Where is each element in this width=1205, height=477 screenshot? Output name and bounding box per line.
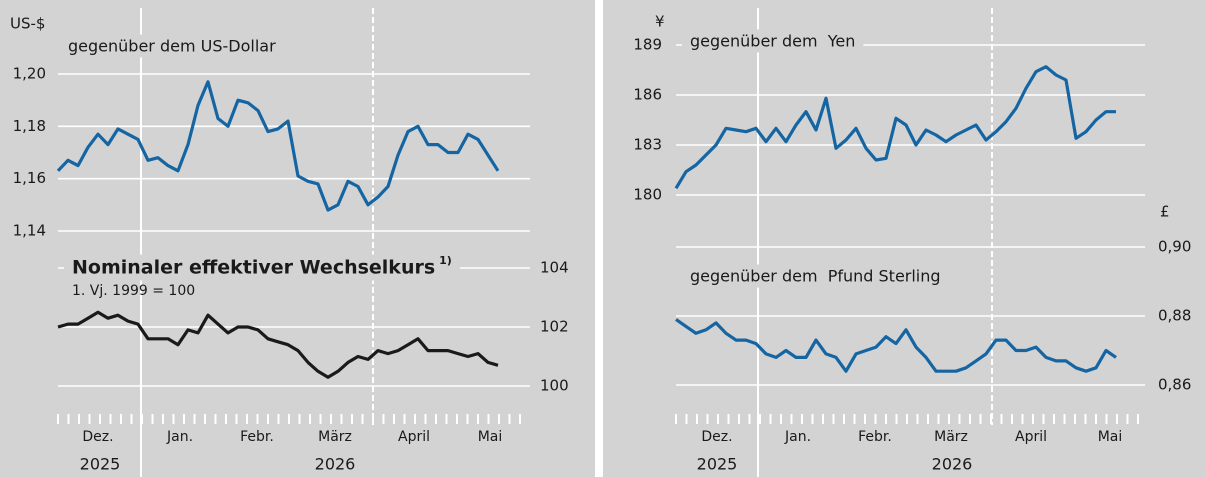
series-line bbox=[674, 65, 1116, 190]
series-label-note: 1) bbox=[439, 254, 452, 267]
y-tick-label: 189 bbox=[633, 36, 662, 54]
series-line bbox=[675, 318, 1117, 373]
x-tick-label: Dez. bbox=[701, 429, 732, 445]
y-tick-label: 0,86 bbox=[1158, 376, 1191, 394]
x-year-label: 2026 bbox=[932, 455, 973, 474]
x-tick-label: Dez. bbox=[82, 429, 113, 445]
x-tick-label: März bbox=[318, 429, 352, 445]
series-label: Nominaler effektiver Wechselkurs bbox=[72, 257, 435, 279]
y-tick-label: 180 bbox=[633, 186, 662, 204]
label-background bbox=[60, 34, 285, 58]
y2-axis-unit: £ bbox=[1160, 203, 1170, 221]
y-tick-label: 1,18 bbox=[13, 117, 46, 135]
label-background bbox=[682, 29, 864, 53]
series-subtitle: 1. Vj. 1999 = 100 bbox=[72, 283, 195, 299]
y-tick-label: 0,90 bbox=[1158, 238, 1191, 256]
x-year-label: 2026 bbox=[315, 455, 356, 474]
y-tick-label: 102 bbox=[540, 318, 569, 336]
series-line bbox=[56, 80, 500, 212]
y-tick-label: 183 bbox=[633, 136, 662, 154]
x-tick-label: April bbox=[398, 429, 430, 445]
panel-left bbox=[0, 0, 595, 477]
x-tick-label: Febr. bbox=[240, 429, 274, 445]
label-background bbox=[682, 264, 949, 288]
series-line bbox=[57, 310, 499, 379]
y-tick-label: 0,88 bbox=[1158, 307, 1191, 325]
x-tick-label: März bbox=[934, 429, 968, 445]
x-tick-label: Febr. bbox=[858, 429, 892, 445]
series-label: gegenüber dem Yen bbox=[690, 32, 855, 51]
x-year-label: 2025 bbox=[80, 455, 121, 474]
x-tick-label: Jan. bbox=[166, 429, 193, 445]
y-tick-label: 1,14 bbox=[13, 222, 46, 240]
label-background bbox=[64, 254, 460, 281]
x-tick-label: Mai bbox=[478, 429, 503, 445]
y-tick-label: 186 bbox=[633, 86, 662, 104]
y-axis-unit: ¥ bbox=[655, 13, 665, 31]
y-tick-label: 1,20 bbox=[13, 65, 46, 83]
x-tick-label: April bbox=[1015, 429, 1047, 445]
y-tick-label: 1,16 bbox=[13, 169, 46, 187]
x-year-label: 2025 bbox=[697, 455, 738, 474]
series-label: gegenüber dem Pfund Sterling bbox=[690, 267, 941, 286]
x-tick-label: Jan. bbox=[784, 429, 811, 445]
x-tick-label: Mai bbox=[1098, 429, 1123, 445]
panel-right bbox=[603, 0, 1205, 477]
y-tick-label: 104 bbox=[540, 259, 569, 277]
y-axis-unit: US-$ bbox=[10, 15, 45, 33]
y-tick-label: 100 bbox=[540, 377, 569, 395]
series-label: gegenüber dem US-Dollar bbox=[68, 37, 276, 56]
